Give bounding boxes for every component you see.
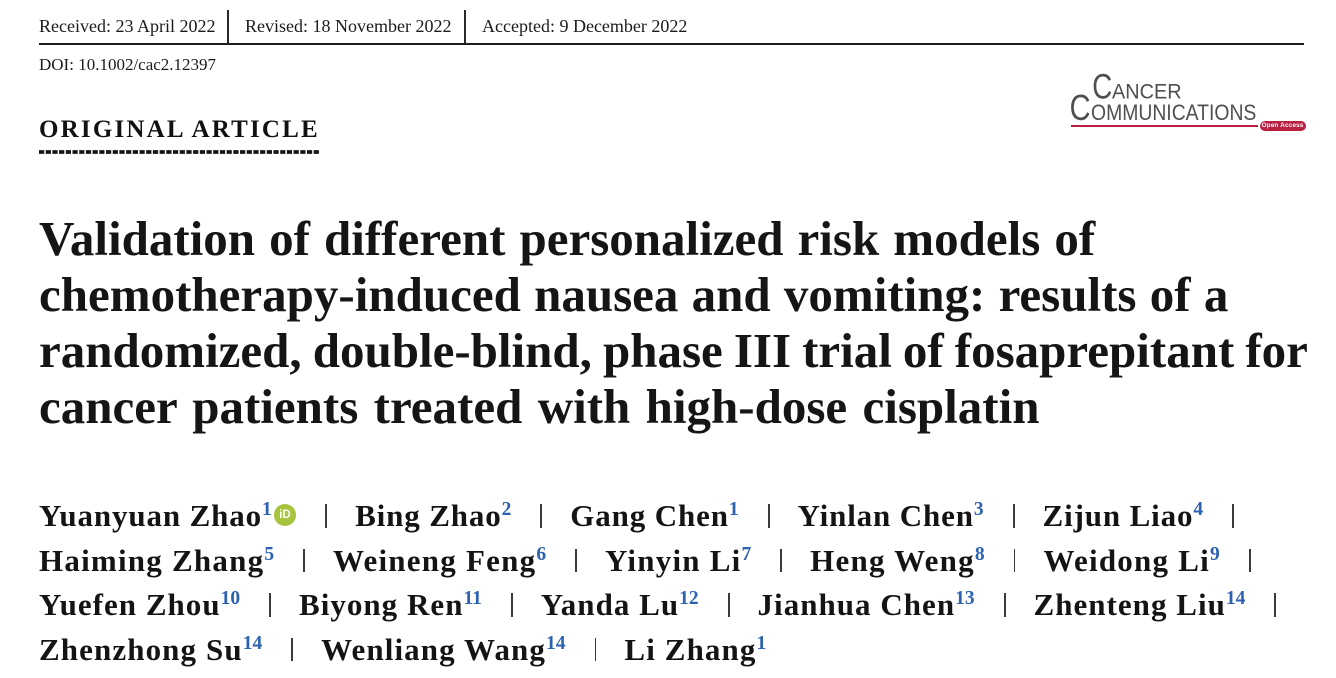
svg-text:C: C [1070, 87, 1091, 128]
svg-text:OMMUNICATIONS: OMMUNICATIONS [1091, 101, 1256, 125]
svg-text:C: C [1092, 70, 1112, 106]
svg-text:ANCER: ANCER [1112, 80, 1182, 104]
